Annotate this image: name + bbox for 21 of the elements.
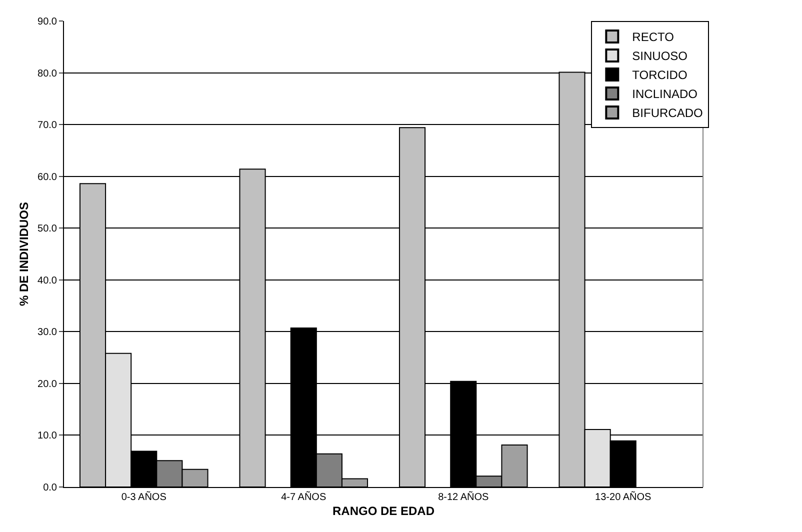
y-axis-title: % DE INDIVIDUOS [16,202,31,306]
x-tick-label: 8-12 AÑOS [438,491,489,503]
legend-label: INCLINADO [632,87,698,102]
y-tick-label: 10.0 [38,430,58,442]
y-tick-label: 80.0 [38,68,58,80]
x-tick-label: 0-3 AÑOS [121,491,167,503]
y-tick-label: 90.0 [38,16,58,28]
legend-label: BIFURCADO [632,106,703,120]
y-tick-label: 0.0 [43,482,58,494]
y-tick-label: 60.0 [38,172,58,183]
y-tick-label: 20.0 [38,378,58,390]
legend-label: RECTO [632,30,674,44]
legend-label: SINUOSO [632,49,688,64]
y-tick-label: 50.0 [38,224,58,235]
y-tick-label: 30.0 [38,327,58,338]
x-tick-label: 13-20 AÑOS [595,491,652,503]
legend-label: TORCIDO [632,68,688,82]
y-tick-label: 70.0 [38,120,58,132]
y-tick-label: 40.0 [38,275,58,286]
x-tick-label: 4-7 AÑOS [281,491,326,503]
x-axis-title: RANGO DE EDAD [332,504,435,518]
